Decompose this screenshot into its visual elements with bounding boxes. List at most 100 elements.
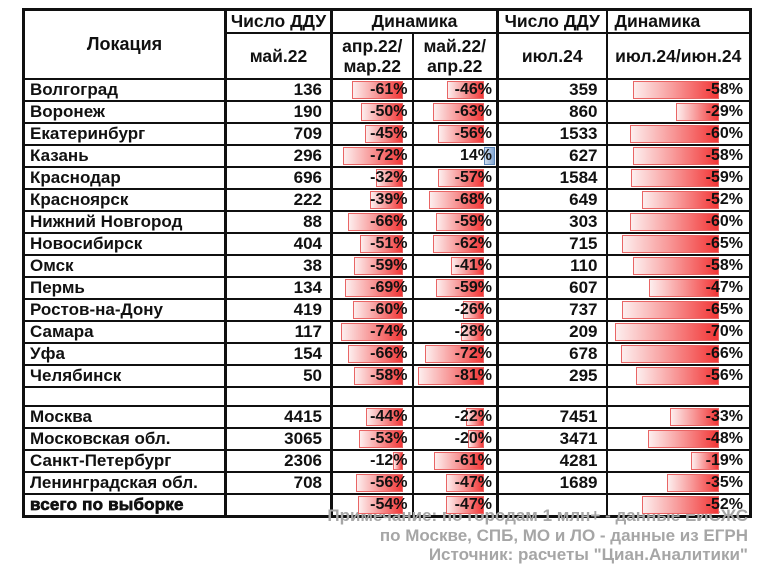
dynamics-value: -46% (454, 81, 492, 98)
location-cell: Казань (22, 144, 227, 168)
data-bar-negative (630, 213, 719, 231)
dynamics-cell: -45% (330, 122, 414, 146)
dynamics-value: -58% (705, 257, 743, 274)
ddu-jul24-cell: 627 (496, 144, 608, 168)
ddu-may22-cell: 190 (224, 100, 333, 124)
dynamics-value: -50% (370, 103, 408, 120)
data-bar-negative (418, 367, 484, 385)
location-cell: Московская обл. (22, 427, 227, 452)
table-header: Локация Число ДДУ Динамика Число ДДУ Дин… (22, 8, 752, 80)
data-bar-negative (631, 169, 719, 187)
dynamics-value: -68% (454, 191, 492, 208)
data-bar-negative (392, 452, 403, 471)
header-may22: май.22 (224, 32, 333, 80)
header-apr22-mar22: апр.22/ мар.22 (330, 32, 414, 80)
data-bar-negative (369, 191, 403, 209)
location-cell: Нижний Новгород (22, 210, 227, 234)
dynamics-cell: -58% (605, 144, 752, 168)
data-bar-negative (340, 323, 403, 341)
data-bar-negative (433, 103, 484, 121)
dynamics-value: -59% (454, 279, 492, 296)
location-cell: Красноярск (22, 188, 227, 212)
ddu-may22-cell: 88 (224, 210, 333, 234)
data-bar-negative (691, 452, 719, 471)
dynamics-value: -72% (370, 147, 408, 164)
data-bar-negative (667, 474, 719, 493)
dynamics-cell: -58% (605, 254, 752, 278)
dynamics-cell (605, 385, 752, 408)
dynamics-cell: -50% (330, 100, 414, 124)
dynamics-cell: -59% (411, 210, 499, 234)
dynamics-value: -58% (370, 367, 408, 384)
ddu-may22-cell: 404 (224, 232, 333, 256)
dynamics-value: -26% (454, 301, 492, 318)
ddu-jul24-cell: 1533 (496, 122, 608, 146)
dynamics-value: -59% (705, 169, 743, 186)
dynamics-cell: -20% (411, 427, 499, 452)
ddu-may22-cell: 117 (224, 320, 333, 344)
dynamics-value: -56% (454, 125, 492, 142)
header-ddu-group-2: Число ДДУ (496, 8, 608, 34)
dynamics-cell: -70% (605, 320, 752, 344)
ddu-may22-cell: 222 (224, 188, 333, 212)
dynamics-cell: -60% (605, 210, 752, 234)
dynamics-cell: -59% (411, 276, 499, 300)
ddu-jul24-cell: 649 (496, 188, 608, 212)
data-bar-negative (364, 125, 403, 143)
data-bar-negative (622, 235, 719, 253)
header-ddu-group-1: Число ДДУ (224, 8, 333, 34)
table-body: Волгоград 136 -61% -46% 359 -58% Воронеж 190 -50… (22, 78, 752, 518)
dynamics-cell: -19% (605, 449, 752, 474)
table-row: Москва 4415 -44% -22% 7451 -33% (22, 405, 752, 430)
dynamics-value: -66% (370, 345, 408, 362)
table-row: всего по выборке -54% -47% -52% (22, 493, 752, 518)
data-bar-negative (615, 323, 719, 341)
dynamics-value: -58% (705, 147, 743, 164)
header-jul24: июл.24 (496, 32, 608, 80)
data-bar-negative (425, 345, 484, 363)
dynamics-cell: -60% (330, 298, 414, 322)
ddu-may22-cell: 134 (224, 276, 333, 300)
dynamics-value: -81% (454, 367, 492, 384)
dynamics-value: -44% (370, 408, 408, 426)
data-bar-negative (622, 301, 719, 319)
dynamics-cell: -81% (411, 364, 499, 388)
dynamics-cell: -59% (605, 166, 752, 190)
dynamics-cell: -32% (330, 166, 414, 190)
location-cell: Омск (22, 254, 227, 278)
data-bar-negative (360, 103, 403, 121)
ddu-jul24-cell (496, 385, 608, 408)
dynamics-value: -66% (370, 213, 408, 230)
data-bar-negative (446, 496, 484, 515)
dynamics-cell: -68% (411, 188, 499, 212)
dynamics-value: -29% (705, 103, 743, 120)
data-bar-negative (351, 81, 403, 99)
dynamics-cell: -53% (330, 427, 414, 452)
data-bar-negative (633, 257, 719, 275)
ddu-may22-cell: 296 (224, 144, 333, 168)
location-cell: Уфа (22, 342, 227, 366)
dynamics-cell: -72% (411, 342, 499, 366)
data-bar-negative (353, 257, 403, 275)
data-bar-negative (621, 345, 719, 363)
table-row: Новосибирск 404 -51% -62% 715 -65% (22, 232, 752, 256)
location-cell: Екатеринбург (22, 122, 227, 146)
dynamics-cell: -58% (605, 78, 752, 102)
dynamics-value: -53% (370, 430, 408, 448)
data-bar-negative (649, 279, 719, 297)
dynamics-value: -61% (454, 452, 492, 470)
location-cell: Воронеж (22, 100, 227, 124)
footnote-line-3: Источник: расчеты "Циан.Аналитики" (428, 545, 748, 564)
footnote: Примечание: по городам 1 млн+ - данные Е… (327, 506, 748, 565)
dynamics-value: -60% (370, 301, 408, 318)
data-bar-negative (636, 367, 719, 385)
dynamics-value: -47% (705, 279, 743, 296)
location-cell: Челябинск (22, 364, 227, 388)
dynamics-value: -56% (705, 367, 743, 384)
dynamics-value: -56% (370, 474, 408, 492)
dynamics-value: -62% (454, 235, 492, 252)
ddu-jul24-cell: 860 (496, 100, 608, 124)
data-bar-negative (436, 213, 484, 231)
dynamics-cell: 14% (411, 144, 499, 168)
dynamics-cell: -44% (330, 405, 414, 430)
